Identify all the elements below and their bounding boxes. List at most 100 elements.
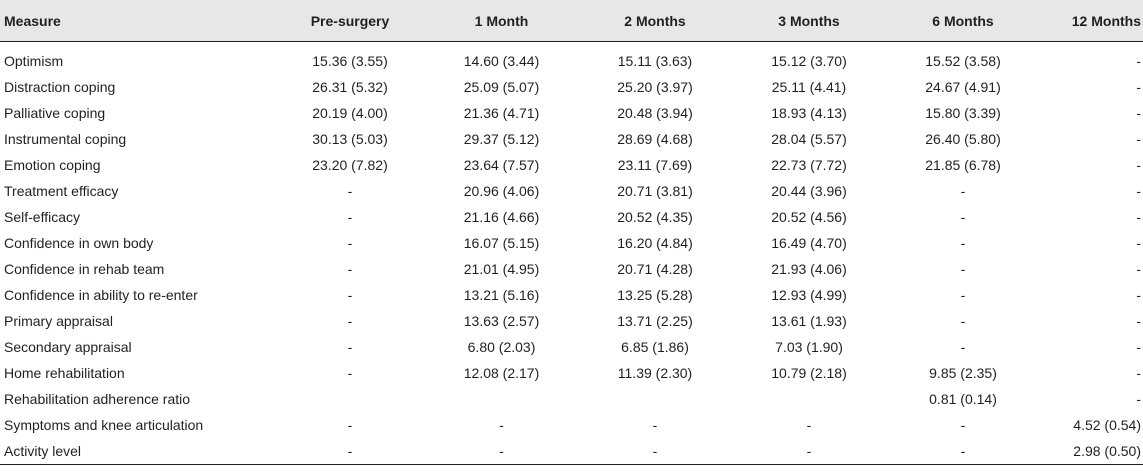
cell-3-months: - [806,417,812,433]
cell-3-months: - [732,438,886,465]
cell-1-month: 21.16 (4.66) [463,209,540,225]
cell-measure: Self-efficacy [4,209,80,225]
header-pre-surgery: Pre-surgery [275,0,425,42]
header-row: Measure Pre-surgery 1 Month 2 Months 3 M… [0,0,1143,42]
cell-1-month: 13.63 (2.57) [463,313,540,329]
cell-3-months: 12.93 (4.99) [771,287,847,303]
table-row: Emotion coping 23.20 (7.82) 23.64 (7.57) 23… [0,152,1143,178]
cell-12-months: - [1136,313,1141,329]
cell-12-months: - [1136,209,1141,225]
cell-3-months: 7.03 (1.90) [775,339,843,355]
cell-6-months: - [960,261,966,277]
cell-6-months: 15.52 (3.58) [925,53,1001,69]
cell-12-months: - [1136,157,1141,173]
cell-measure: Confidence in ability to re-enter [4,287,198,303]
cell-measure: Secondary appraisal [4,339,132,355]
cell-pre-surgery: - [347,209,353,225]
cell-1-month: 20.96 (4.06) [463,183,540,199]
cell-pre-surgery: 23.20 (7.82) [312,157,388,173]
table-row: Rehabilitation adherence ratio 0.81 (0.14… [0,386,1143,412]
cell-pre-surgery: 15.36 (3.55) [312,53,388,69]
cell-pre-surgery: - [275,438,425,465]
table-row: Distraction coping 26.31 (5.32) 25.09 (5.0… [0,74,1143,100]
cell-12-months: - [1136,287,1141,303]
cell-1-month: 29.37 (5.12) [463,131,540,147]
table-row: Symptoms and knee articulation - - - - - 4.52 … [0,412,1143,438]
table-row: Treatment efficacy - 20.96 (4.06) 20.71 (3.… [0,178,1143,204]
cell-measure: Confidence in own body [4,235,154,251]
cell-12-months: - [1136,261,1141,277]
cell-1-month: 16.07 (5.15) [463,235,540,251]
cell-2-months: 25.20 (3.97) [617,79,693,95]
cell-measure: Home rehabilitation [4,365,125,381]
cell-3-months: 25.11 (4.41) [771,79,847,95]
cell-pre-surgery: - [347,339,353,355]
cell-1-month: 14.60 (3.44) [463,53,540,69]
cell-3-months: 18.93 (4.13) [771,105,847,121]
header-1-month: 1 Month [425,0,578,42]
cell-2-months: 11.39 (2.30) [617,365,693,381]
cell-2-months: 13.25 (5.28) [617,287,693,303]
cell-12-months: - [1136,131,1141,147]
cell-1-month: 25.09 (5.07) [463,79,540,95]
table-row: Optimism 15.36 (3.55) 14.60 (3.44) 15.11 (3… [0,42,1143,75]
cell-6-months: - [960,417,966,433]
cell-pre-surgery: 26.31 (5.32) [312,79,388,95]
cell-pre-surgery: - [347,261,353,277]
cell-measure: Treatment efficacy [4,183,119,199]
table-row: Palliative coping 20.19 (4.00) 21.36 (4.71… [0,100,1143,126]
cell-measure: Palliative coping [4,105,106,121]
cell-1-month: - [499,417,504,433]
cell-2-months: 6.85 (1.86) [621,339,689,355]
cell-pre-surgery: - [347,417,353,433]
cell-12-months: - [1136,339,1141,355]
cell-2-months: 28.69 (4.68) [617,131,693,147]
cell-12-months: - [1136,391,1141,407]
cell-measure: Optimism [4,53,64,69]
cell-12-months: - [1136,105,1141,121]
cell-6-months: 15.80 (3.39) [925,105,1001,121]
cell-12-months: 4.52 (0.54) [1073,417,1141,433]
header-2-months: 2 Months [578,0,732,42]
cell-3-months: 13.61 (1.93) [771,313,847,329]
cell-6-months: - [960,287,966,303]
cell-1-month: 12.08 (2.17) [463,365,540,381]
cell-measure: Instrumental coping [4,131,127,147]
header-6-months: 6 Months [886,0,1040,42]
cell-6-months: 0.81 (0.14) [929,391,997,407]
cell-1-month: 21.01 (4.95) [463,261,540,277]
cell-6-months: - [960,183,966,199]
cell-2-months [578,386,732,412]
cell-2-months: 13.71 (2.25) [617,313,693,329]
cell-1-month: - [425,438,578,465]
cell-3-months: 16.49 (4.70) [771,235,847,251]
cell-2-months: 20.71 (3.81) [617,183,693,199]
cell-measure: Rehabilitation adherence ratio [4,391,191,407]
table-row: Activity level - - - - -2.98 (0.50) [0,438,1143,465]
cell-12-months: - [1136,365,1141,381]
table-row: Confidence in own body - 16.07 (5.15) 16.20… [0,230,1143,256]
cell-pre-surgery: 30.13 (5.03) [312,131,388,147]
cell-6-months: - [960,339,966,355]
cell-12-months: - [1136,235,1141,251]
cell-pre-surgery: - [347,365,353,381]
cell-measure: Distraction coping [4,79,116,95]
cell-pre-surgery: - [347,313,353,329]
cell-2-months: 16.20 (4.84) [617,235,693,251]
table-body: Optimism 15.36 (3.55) 14.60 (3.44) 15.11 (3… [0,42,1143,465]
cell-6-months: - [960,313,966,329]
cell-pre-surgery: - [347,287,353,303]
cell-3-months: 20.52 (4.56) [771,209,847,225]
cell-12-months: - [1136,183,1141,199]
cell-1-month: 6.80 (2.03) [467,339,536,355]
cell-1-month [425,386,578,412]
cell-3-months: 20.44 (3.96) [771,183,847,199]
cell-3-months: 22.73 (7.72) [771,157,847,173]
cell-measure: Primary appraisal [4,313,113,329]
cell-2-months: - [578,438,732,465]
cell-2-months: - [652,417,658,433]
cell-3-months: 21.93 (4.06) [771,261,847,277]
cell-3-months: 28.04 (5.57) [771,131,847,147]
cell-6-months: 9.85 (2.35) [929,365,997,381]
